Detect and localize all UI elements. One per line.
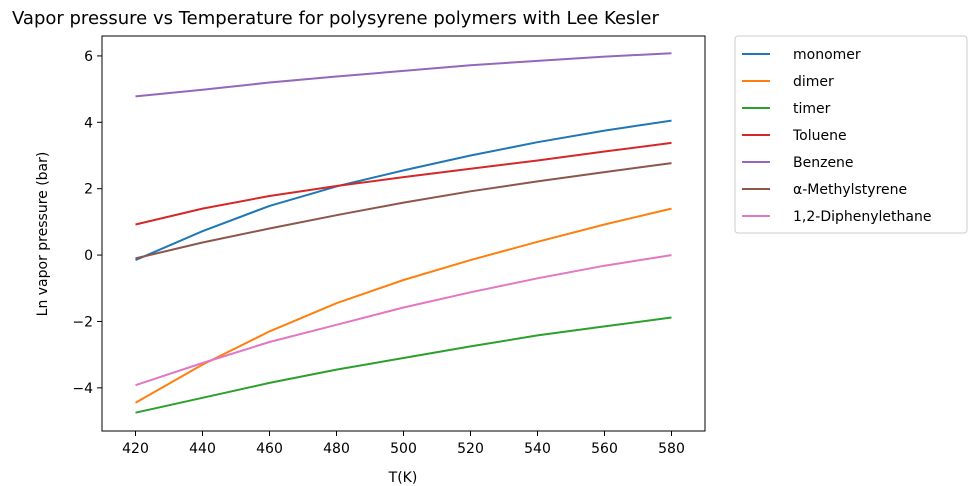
y-tick-label: 2 [84, 182, 93, 198]
series-line-0 [135, 119, 672, 262]
y-axis-label: Ln vapor pressure (bar) [35, 152, 51, 317]
plot-frame [101, 35, 706, 432]
x-tick-label: 520 [457, 441, 484, 457]
y-axis-ticks: −4 −2 0 2 4 6 [72, 49, 102, 397]
legend-label: α-Methylstyrene [793, 182, 907, 198]
series-line-3 [135, 141, 672, 226]
legend-label: dimer [793, 74, 834, 90]
legend-label: timer [793, 101, 831, 117]
legend-label: Benzene [793, 155, 854, 171]
x-axis-label: T(K) [388, 470, 418, 486]
y-tick-label: 6 [84, 49, 93, 65]
x-tick-label: 540 [524, 441, 551, 457]
y-tick-label: −4 [72, 381, 93, 397]
x-tick-label: 560 [591, 441, 618, 457]
plot-area [101, 35, 706, 432]
series-lines [135, 52, 672, 414]
legend-items: monomer dimer timer Toluene Benzene α-Methyls… [742, 47, 931, 225]
y-tick-label: 0 [84, 248, 93, 264]
series-line-1 [135, 207, 672, 404]
legend: monomer dimer timer Toluene Benzene α-Methyls… [734, 35, 968, 234]
chart-title: Vapor pressure vs Temperature for polysy… [12, 8, 659, 29]
x-axis-ticks: 420 440 460 480 500 520 540 560 580 [122, 431, 685, 457]
x-tick-label: 580 [658, 441, 685, 457]
x-tick-label: 420 [122, 441, 149, 457]
series-line-5 [135, 162, 672, 260]
x-tick-label: 460 [256, 441, 283, 457]
legend-label: 1,2-Diphenylethane [793, 209, 931, 225]
legend-frame [734, 35, 968, 234]
y-tick-label: −2 [72, 314, 93, 330]
series-line-4 [135, 52, 672, 98]
legend-label: Toluene [792, 128, 847, 144]
series-line-6 [135, 254, 672, 387]
series-line-2 [135, 316, 672, 414]
x-tick-label: 500 [390, 441, 417, 457]
y-tick-label: 4 [84, 115, 93, 131]
x-tick-label: 440 [189, 441, 216, 457]
legend-label: monomer [793, 47, 861, 63]
x-tick-label: 480 [323, 441, 350, 457]
